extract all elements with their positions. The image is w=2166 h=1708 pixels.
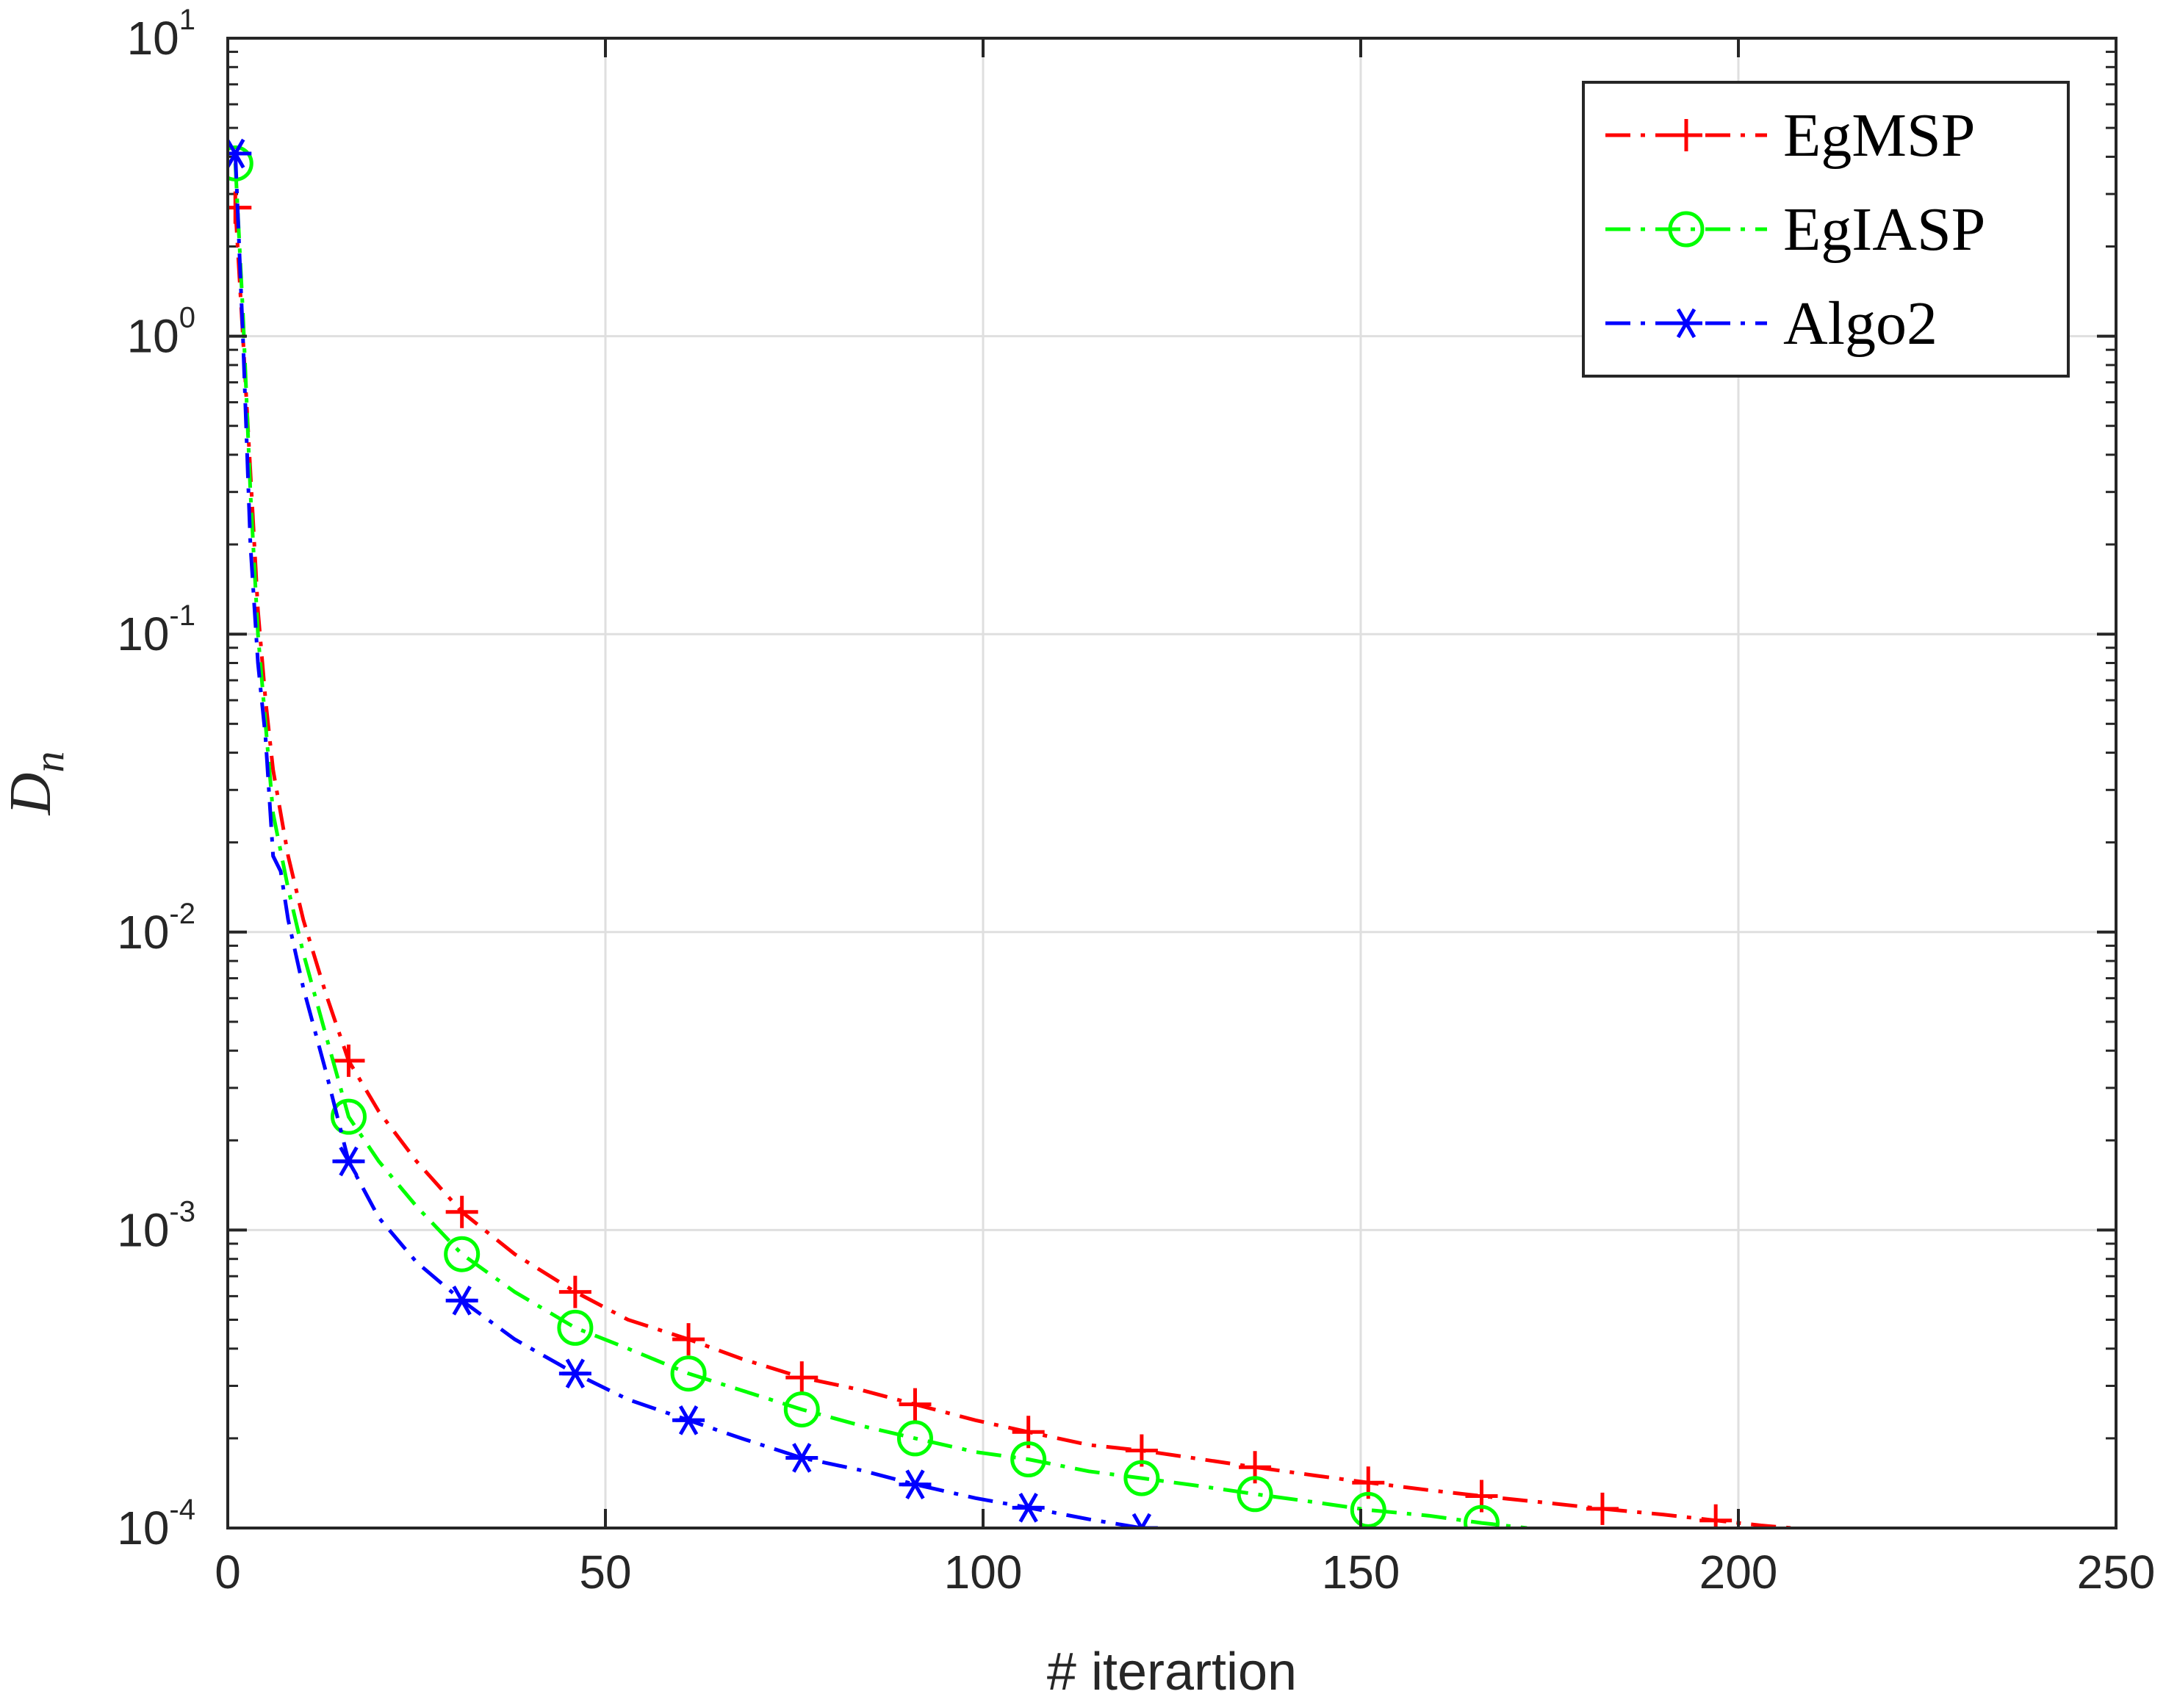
y-tick-label: 100: [127, 302, 195, 363]
circle-marker: [1123, 1460, 1160, 1496]
y-axis-title-subscript: n: [25, 752, 73, 773]
series-line-egiasp: [233, 163, 1528, 1528]
asterisk-marker: [672, 1405, 705, 1435]
legend: EgMSP EgIASP Algo2: [1582, 81, 2070, 378]
circle-marker: [330, 1098, 367, 1135]
y-tick-exponent: -3: [169, 1195, 195, 1228]
circle-marker: [670, 1355, 707, 1392]
y-tick-label: 10-2: [117, 898, 195, 959]
circle-marker: [783, 1391, 820, 1428]
circle-marker-ring: [330, 1098, 367, 1135]
legend-label: Algo2: [1783, 289, 1937, 358]
plus-marker: [445, 1195, 478, 1228]
circle-marker-ring: [1010, 1441, 1047, 1478]
plus-marker: [672, 1323, 705, 1356]
legend-item-egiasp: EgIASP: [1605, 195, 1985, 264]
y-axis-title-base: D: [0, 773, 63, 816]
legend-item-algo2: Algo2: [1605, 289, 1937, 358]
asterisk-marker: [1125, 1513, 1158, 1528]
y-tick-base: 10: [117, 608, 169, 660]
circle-marker: [1463, 1505, 1500, 1528]
x-tick-label: 50: [579, 1546, 631, 1599]
x-tick-label: 100: [944, 1546, 1023, 1599]
series-plot-area: [228, 138, 1792, 1528]
plot-area-frame: [226, 37, 2118, 1529]
plus-marker: [1670, 119, 1702, 151]
plus-marker: [228, 191, 252, 224]
plus-marker: [899, 1388, 932, 1421]
y-tick-base: 10: [117, 1502, 169, 1554]
asterisk-marker-spoke: [1139, 1513, 1152, 1528]
asterisk-marker: [1670, 308, 1702, 339]
y-tick-exponent: 1: [179, 4, 195, 36]
circle-marker: [1350, 1491, 1386, 1528]
circle-marker: [444, 1236, 481, 1272]
plus-marker: [558, 1275, 591, 1308]
series-egiasp: [228, 145, 1528, 1528]
y-tick-exponent: -4: [169, 1493, 195, 1526]
asterisk-marker: [785, 1443, 818, 1473]
circle-marker: [1010, 1441, 1047, 1478]
asterisk-marker: [228, 138, 252, 169]
y-tick-base: 10: [117, 1203, 169, 1256]
asterisk-marker: [558, 1358, 591, 1388]
series-line-algo2: [233, 153, 1143, 1528]
circle-marker: [228, 145, 253, 181]
y-tick-label: 10-3: [117, 1195, 195, 1256]
asterisk-marker: [445, 1286, 478, 1316]
circle-marker: [896, 1420, 933, 1457]
asterisk-marker: [899, 1469, 932, 1500]
circle-marker-ring: [896, 1420, 933, 1457]
legend-item-egmsp: EgMSP: [1605, 101, 1975, 170]
major-ticks: [226, 37, 2118, 1529]
y-axis-title: Dn: [0, 752, 73, 816]
circle-marker: [557, 1309, 594, 1346]
y-tick-base: 10: [127, 12, 179, 65]
x-tick-labels: 0 50 100 150 200 250: [215, 1546, 2155, 1599]
circle-marker-ring: [1350, 1491, 1386, 1528]
asterisk-marker-spoke: [1131, 1513, 1144, 1528]
x-tick-label: 0: [215, 1546, 241, 1599]
plus-marker: [332, 1044, 365, 1077]
y-tick-label: 10-4: [117, 1493, 195, 1554]
circle-marker-ring: [1123, 1460, 1160, 1496]
asterisk-marker: [1012, 1493, 1045, 1523]
circle-marker-ring: [1668, 211, 1705, 248]
circle-marker-ring: [444, 1236, 481, 1272]
x-tick-label: 150: [1322, 1546, 1400, 1599]
y-tick-exponent: -2: [169, 898, 195, 930]
x-tick-label: 250: [2077, 1546, 2156, 1599]
circle-marker: [1237, 1476, 1273, 1513]
circle-marker: [1668, 211, 1705, 248]
circle-marker-ring: [228, 145, 253, 181]
grid-lines: [226, 37, 2118, 1529]
y-tick-base: 10: [127, 310, 179, 363]
y-tick-exponent: 0: [179, 302, 195, 334]
circle-marker-ring: [1463, 1505, 1500, 1528]
circle-marker-ring: [670, 1355, 707, 1392]
y-tick-label: 101: [127, 4, 195, 65]
plus-marker: [1586, 1492, 1619, 1525]
y-tick-base: 10: [117, 906, 169, 959]
x-tick-label: 200: [1699, 1546, 1778, 1599]
x-axis-title: # iterartion: [1047, 1643, 1297, 1701]
y-tick-label: 10-1: [117, 599, 195, 660]
plus-marker: [785, 1361, 818, 1394]
circle-marker-ring: [557, 1309, 594, 1346]
legend-label: EgMSP: [1783, 101, 1975, 170]
legend-label: EgIASP: [1783, 195, 1985, 264]
series-algo2: [228, 138, 1158, 1528]
asterisk-marker: [332, 1146, 365, 1177]
plus-marker: [1699, 1504, 1733, 1528]
circle-marker-ring: [1237, 1476, 1273, 1513]
circle-marker-ring: [783, 1391, 820, 1428]
y-tick-exponent: -1: [169, 599, 195, 632]
